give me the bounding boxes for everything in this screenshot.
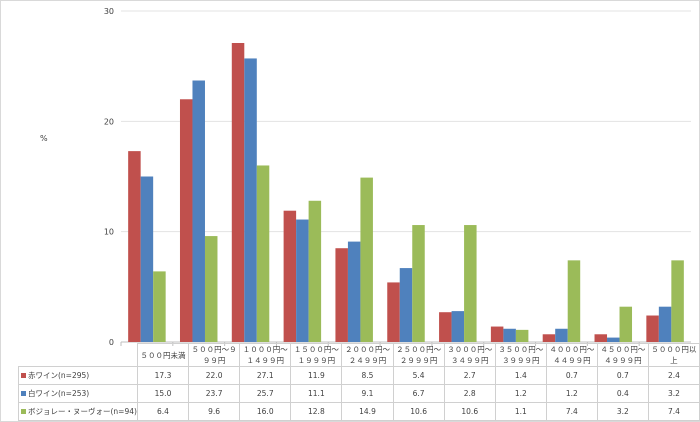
bar xyxy=(360,177,373,342)
category-label: ４０００円～４４９９円 xyxy=(545,343,598,367)
data-label: 11.9 xyxy=(290,366,343,385)
bar xyxy=(646,315,659,342)
data-label: 1.2 xyxy=(545,384,598,403)
bar xyxy=(256,165,270,342)
bar xyxy=(555,328,568,342)
data-label: 25.7 xyxy=(239,384,292,403)
category-label: ３５００円～３９９９円 xyxy=(494,343,547,367)
bar xyxy=(671,260,684,342)
series-name: 白ワイン(n=253) xyxy=(28,389,90,398)
bar xyxy=(490,326,504,342)
bar xyxy=(153,271,166,342)
bar xyxy=(192,80,205,342)
data-label: 23.7 xyxy=(188,384,241,403)
data-label: 0.7 xyxy=(596,366,649,385)
data-label: 9.6 xyxy=(188,402,241,421)
data-label: 22.0 xyxy=(188,366,241,385)
data-label: 2.8 xyxy=(443,384,496,403)
category-label: ５０００円以上 xyxy=(647,343,700,367)
bar xyxy=(347,241,361,342)
bar xyxy=(140,176,154,342)
series-name: 赤ワイン(n=295) xyxy=(28,371,90,380)
data-label: 6.4 xyxy=(136,402,190,421)
data-label: 3.2 xyxy=(647,384,700,403)
legend-entry: 赤ワイン(n=295) xyxy=(18,366,138,385)
category-label: ５００円～９９９円 xyxy=(188,343,241,367)
data-label: 14.9 xyxy=(341,402,394,421)
data-label: 8.5 xyxy=(341,366,394,385)
category-label: ４５００円～４９９９円 xyxy=(596,343,649,367)
bar xyxy=(515,329,529,342)
bar xyxy=(308,200,322,342)
data-label: 6.7 xyxy=(392,384,445,403)
y-tick-label: 0 xyxy=(109,338,114,347)
bar xyxy=(244,58,257,343)
data-label: 0.4 xyxy=(596,384,649,403)
data-label: 2.7 xyxy=(443,366,496,385)
data-label: 1.4 xyxy=(494,366,547,385)
y-axis-label: % xyxy=(40,134,48,143)
bar xyxy=(399,268,413,342)
bar xyxy=(503,328,516,342)
y-tick-label: 30 xyxy=(104,7,114,16)
category-label: ２５００円～２９９９円 xyxy=(392,343,445,367)
bar xyxy=(607,337,620,342)
bar xyxy=(296,219,309,342)
category-label: ５００円未満 xyxy=(136,343,190,367)
bar xyxy=(283,210,297,342)
bar xyxy=(464,225,477,342)
category-label: ３０００円～３４９９円 xyxy=(443,343,496,367)
legend-swatch-icon xyxy=(21,409,26,414)
y-tick-label: 20 xyxy=(104,117,114,126)
data-label: 2.4 xyxy=(647,366,700,385)
bar xyxy=(658,306,672,342)
bar xyxy=(128,151,141,342)
bar xyxy=(179,99,193,343)
data-label: 10.6 xyxy=(443,402,496,421)
data-label: 5.4 xyxy=(392,366,445,385)
bar xyxy=(387,282,400,342)
table-row: 白ワイン(n=253) 15.0 23.7 25.7 11.1 9.1 6.7 2.8 1.2 1… xyxy=(18,384,700,403)
data-label: 11.1 xyxy=(290,384,343,403)
table-row: ボジョレー・ヌーヴォー(n=94) 6.4 9.6 16.0 12.8 14.9 10.6 1… xyxy=(18,402,700,421)
data-label: 9.1 xyxy=(341,384,394,403)
y-tick-label: 10 xyxy=(104,228,114,237)
bar xyxy=(439,312,452,342)
series-name: ボジョレー・ヌーヴォー(n=94) xyxy=(28,407,137,416)
bar xyxy=(594,334,608,342)
legend-swatch-icon xyxy=(21,391,26,396)
data-label: 1.1 xyxy=(494,402,547,421)
bar xyxy=(412,225,425,342)
bar xyxy=(204,236,218,342)
category-label: ２０００円～２４９９円 xyxy=(341,343,394,367)
table-row: 赤ワイン(n=295) 17.3 22.0 27.1 11.9 8.5 5.4 2.7 1.4 0… xyxy=(18,366,700,385)
table-corner xyxy=(18,343,138,367)
data-label: 7.4 xyxy=(545,402,598,421)
bar xyxy=(231,42,245,342)
data-table: ５００円未満 ５００円～９９９円 １０００円～１４９９円 １５００円～１９９９円 ２００… xyxy=(18,343,700,421)
data-label: 7.4 xyxy=(647,402,700,421)
category-label: １０００円～１４９９円 xyxy=(239,343,292,367)
bar xyxy=(335,248,348,342)
legend-entry: ボジョレー・ヌーヴォー(n=94) xyxy=(18,402,138,421)
data-label: 17.3 xyxy=(136,366,190,385)
table-header-row: ５００円未満 ５００円～９９９円 １０００円～１４９９円 １５００円～１９９９円 ２００… xyxy=(18,343,700,367)
data-label: 27.1 xyxy=(239,366,292,385)
data-label: 1.2 xyxy=(494,384,547,403)
bar xyxy=(619,306,633,342)
bar xyxy=(567,260,581,342)
bar xyxy=(542,334,556,342)
legend-swatch-icon xyxy=(21,373,26,378)
bar xyxy=(451,311,465,342)
category-label: １５００円～１９９９円 xyxy=(290,343,343,367)
legend-entry: 白ワイン(n=253) xyxy=(18,384,138,403)
data-label: 0.7 xyxy=(545,366,598,385)
data-label: 15.0 xyxy=(136,384,190,403)
data-label: 12.8 xyxy=(290,402,343,421)
data-label: 10.6 xyxy=(392,402,445,421)
data-label: 16.0 xyxy=(239,402,292,421)
data-label: 3.2 xyxy=(596,402,649,421)
